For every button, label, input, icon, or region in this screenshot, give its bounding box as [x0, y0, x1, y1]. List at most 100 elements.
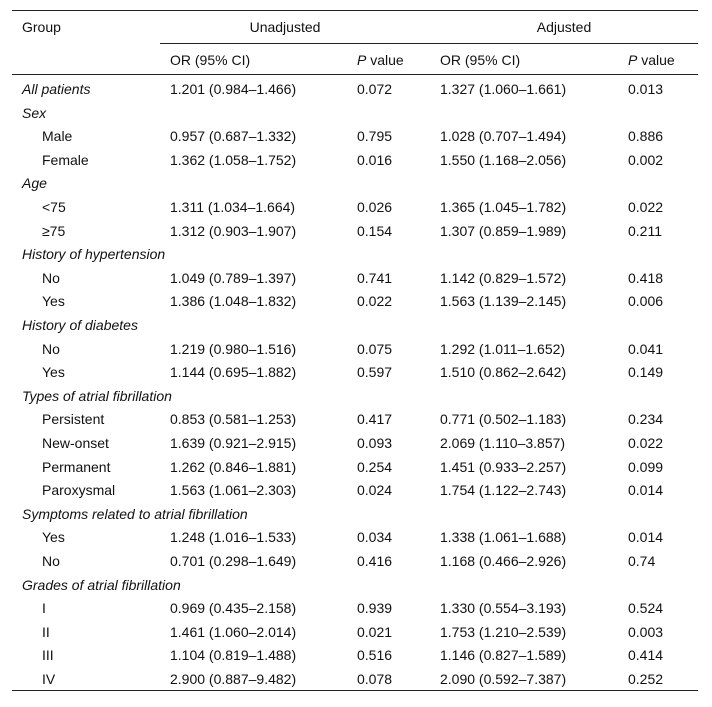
cell: 0.252	[628, 671, 664, 687]
cell: 2.069 (1.110–3.857)	[440, 435, 566, 451]
cell: 0.093	[357, 435, 393, 451]
cell: 0.701 (0.298–1.649)	[170, 553, 297, 569]
cell: 1.362 (1.058–1.752)	[170, 151, 297, 168]
cell: 0.002	[628, 151, 664, 168]
row-label: Yes	[42, 293, 65, 310]
group-header: Group	[22, 19, 61, 35]
row-label: Persistent	[42, 411, 105, 428]
cell: 0.016	[357, 151, 393, 168]
cell: 0.022	[628, 435, 664, 451]
subheader: OR (95% CI)	[440, 52, 521, 68]
cell: 1.104 (0.819–1.488)	[170, 647, 297, 664]
cell: 1.338 (1.061–1.688)	[440, 529, 567, 546]
subheader-text: value	[641, 52, 675, 68]
row-label: Male	[42, 128, 73, 145]
row-label: III	[42, 647, 54, 664]
cell: 1.312 (0.903–1.907)	[170, 222, 297, 239]
cell: 0.524	[628, 600, 664, 617]
cell: 0.597	[357, 364, 393, 381]
cell: 0.075	[357, 340, 393, 357]
cell: 0.211	[628, 222, 662, 239]
cell: 2.900 (0.887–9.482)	[170, 671, 297, 687]
cell: 0.014	[628, 482, 664, 499]
cell: 0.026	[357, 199, 393, 215]
cell: 0.099	[628, 458, 664, 475]
row-label: II	[42, 623, 50, 640]
row-label: Yes	[42, 364, 65, 381]
row-label: Paroxysmal	[42, 482, 116, 499]
cell: 0.741	[357, 269, 393, 286]
cell: 1.451 (0.933–2.257)	[440, 458, 567, 475]
cell: 0.414	[628, 647, 664, 664]
row-label: Female	[42, 151, 89, 168]
cell: 1.146 (0.827–1.589)	[440, 647, 567, 664]
section-label: Types of atrial fibrillation	[22, 387, 172, 404]
cell: 0.022	[357, 293, 393, 310]
row-label: Yes	[42, 529, 65, 546]
cell: 0.234	[628, 411, 664, 428]
unadjusted-header: Unadjusted	[249, 19, 321, 35]
cell: 0.013	[628, 81, 664, 97]
cell: 0.969 (0.435–2.158)	[170, 600, 297, 617]
cell: 1.168 (0.466–2.926)	[440, 553, 567, 569]
cell: 0.516	[357, 647, 393, 664]
cell: 0.939	[357, 600, 393, 617]
cell: 1.563 (1.139–2.145)	[440, 293, 567, 310]
subheader-em: P	[357, 52, 367, 68]
subheader: OR (95% CI)	[170, 52, 251, 68]
cell: 1.327 (1.060–1.661)	[440, 81, 567, 97]
cell: 0.74	[628, 553, 656, 569]
cell: 0.795	[357, 128, 393, 145]
cell: 0.417	[357, 411, 393, 428]
cell: 0.149	[628, 364, 664, 381]
bottom-rule	[12, 690, 698, 691]
cell: 1.049 (0.789–1.397)	[170, 269, 297, 286]
row-label: <75	[42, 199, 66, 215]
cell: 1.248 (1.016–1.533)	[170, 529, 297, 546]
cell: 1.201 (0.984–1.466)	[170, 81, 297, 97]
cell: 1.262 (0.846–1.881)	[170, 458, 297, 475]
cell: 1.311 (1.034–1.664)	[170, 199, 296, 215]
row-label: No	[42, 553, 60, 569]
cell: 0.022	[628, 199, 664, 215]
cell: 0.957 (0.687–1.332)	[170, 128, 297, 145]
subheader: P value	[357, 52, 404, 68]
cell: 1.550 (1.168–2.056)	[440, 151, 567, 168]
cell: 0.771 (0.502–1.183)	[440, 411, 567, 428]
cell: 1.144 (0.695–1.882)	[170, 364, 297, 381]
cell: 0.024	[357, 482, 393, 499]
cell: 1.365 (1.045–1.782)	[440, 199, 567, 215]
cell: 1.754 (1.122–2.743)	[440, 482, 567, 499]
cell: 0.416	[357, 553, 393, 569]
cell: 1.386 (1.048–1.832)	[170, 293, 297, 310]
cell: 0.034	[357, 529, 393, 546]
section-label: History of hypertension	[22, 246, 166, 263]
cell: 0.078	[357, 671, 393, 687]
row-label: ≥75	[42, 222, 66, 239]
cell: 0.254	[357, 458, 393, 475]
row-label: Permanent	[42, 458, 111, 475]
cell: 1.219 (0.980–1.516)	[170, 340, 297, 357]
cell: 1.330 (0.554–3.193)	[440, 600, 567, 617]
row-label: I	[42, 600, 46, 617]
subheader-em: P	[628, 52, 638, 68]
cell: 1.028 (0.707–1.494)	[440, 128, 567, 145]
cell: 0.853 (0.581–1.253)	[170, 411, 297, 428]
cell: 0.014	[628, 529, 664, 546]
cell: 1.639 (0.921–2.915)	[170, 435, 297, 451]
section-label: History of diabetes	[22, 317, 138, 333]
section-label: Age	[22, 175, 47, 192]
cell: 1.510 (0.862–2.642)	[440, 364, 567, 381]
cell: 0.021	[357, 623, 393, 640]
row-label: No	[42, 340, 60, 357]
top-rule	[12, 10, 698, 11]
cell: 1.461 (1.060–2.014)	[170, 623, 297, 640]
adjusted-header: Adjusted	[536, 19, 592, 35]
row-label: No	[42, 269, 60, 286]
section-label: Sex	[22, 104, 47, 121]
row-label: New-onset	[42, 435, 109, 451]
cell: 2.090 (0.592–7.387)	[440, 671, 567, 687]
row-label: IV	[42, 671, 56, 687]
cell: 1.753 (1.210–2.539)	[440, 623, 567, 640]
cell: 1.307 (0.859–1.989)	[440, 222, 567, 239]
